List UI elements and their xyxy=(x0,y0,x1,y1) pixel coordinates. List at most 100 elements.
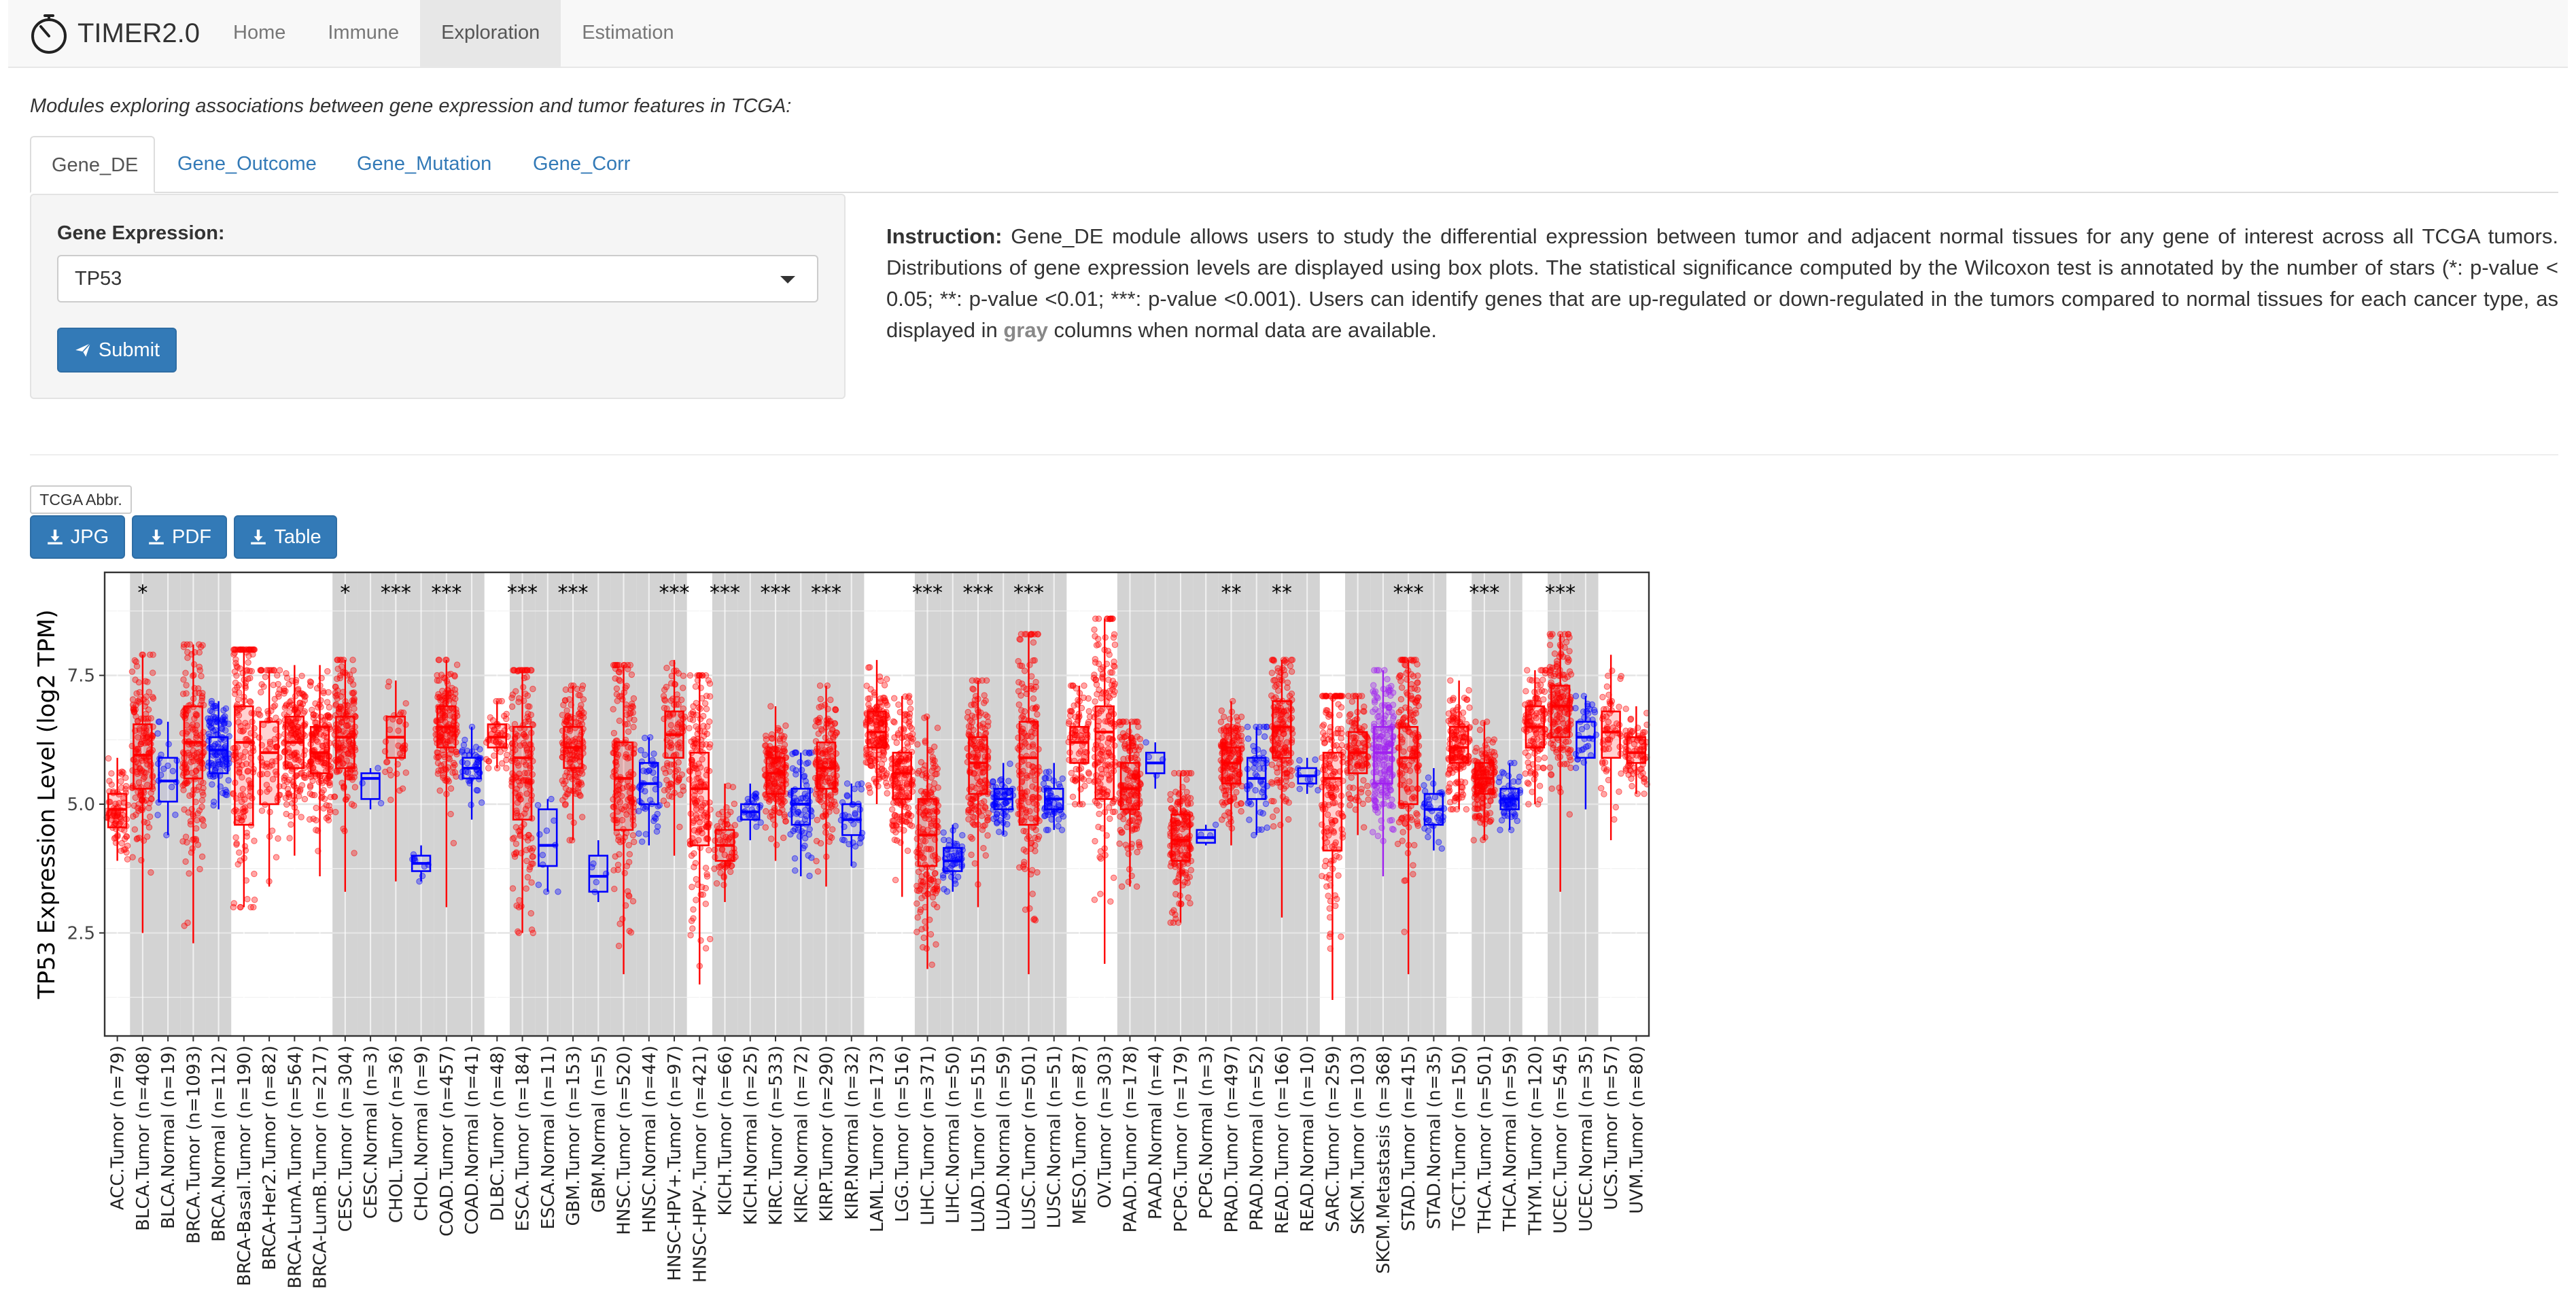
data-point xyxy=(225,777,232,784)
data-point xyxy=(693,712,700,719)
data-point xyxy=(994,819,1000,826)
download-table-button[interactable]: Table xyxy=(234,515,337,559)
box xyxy=(613,741,634,831)
nav-home[interactable]: Home xyxy=(233,22,286,44)
data-point xyxy=(767,743,773,750)
tab-gene-de[interactable]: Gene_DE xyxy=(30,136,155,193)
submit-button[interactable]: Submit xyxy=(57,328,177,373)
data-point xyxy=(559,712,566,719)
data-point xyxy=(867,789,873,796)
x-tick-label: CESC.Tumor (n=304) xyxy=(336,1045,356,1232)
download-pdf-button[interactable]: PDF xyxy=(132,515,227,559)
data-point xyxy=(1072,801,1079,808)
data-point xyxy=(288,821,294,828)
data-point xyxy=(182,858,189,865)
data-point xyxy=(112,800,119,808)
data-point xyxy=(967,717,974,724)
data-point xyxy=(1040,780,1047,787)
nav-exploration[interactable]: Exploration xyxy=(420,0,561,67)
data-point xyxy=(251,870,258,878)
data-point xyxy=(444,687,451,693)
data-point xyxy=(851,785,858,793)
data-point xyxy=(1091,626,1098,634)
data-point xyxy=(280,782,288,790)
data-point xyxy=(560,702,567,708)
data-point xyxy=(771,807,778,814)
data-point xyxy=(508,694,515,702)
data-point xyxy=(1091,672,1098,678)
box xyxy=(816,741,837,790)
data-point xyxy=(1015,701,1023,708)
data-point xyxy=(282,795,290,801)
data-point xyxy=(932,763,939,769)
x-tick-label: CHOL.Normal (n=9) xyxy=(412,1045,432,1221)
expression-boxplot: ACC.Tumor (n=79)*BLCA.Tumor (n=408) BLCA.… xyxy=(33,571,1650,1289)
brand[interactable]: TIMER2.0 xyxy=(27,10,200,57)
data-point xyxy=(1118,829,1125,836)
data-point xyxy=(690,915,697,922)
data-point xyxy=(312,712,319,719)
data-point xyxy=(575,710,582,718)
data-point xyxy=(198,803,205,810)
box xyxy=(892,751,912,800)
data-point xyxy=(1173,878,1181,885)
data-point xyxy=(1073,685,1079,692)
data-point xyxy=(140,696,147,703)
nav-estimation[interactable]: Estimation xyxy=(582,22,674,44)
data-point xyxy=(638,747,644,754)
data-point xyxy=(577,705,584,712)
x-tick-label: OV.Tumor (n=303) xyxy=(1095,1045,1115,1208)
tab-gene-mutation[interactable]: Gene_Mutation xyxy=(357,153,492,175)
app-title: TIMER2.0 xyxy=(77,18,201,48)
data-point xyxy=(636,830,642,837)
download-jpg-button[interactable]: JPG xyxy=(30,515,125,559)
data-point xyxy=(195,783,203,791)
tab-gene-outcome[interactable]: Gene_Outcome xyxy=(177,153,317,175)
data-point xyxy=(933,941,939,948)
x-tick-label: LIHC.Tumor (n=371) xyxy=(918,1045,938,1226)
data-point xyxy=(434,749,441,757)
data-point xyxy=(1167,796,1174,803)
gene-select[interactable]: TP53 xyxy=(57,255,818,302)
data-point xyxy=(762,824,769,831)
download-icon xyxy=(149,530,164,544)
data-point xyxy=(959,832,966,839)
data-point xyxy=(135,734,141,741)
data-point xyxy=(147,651,154,658)
data-point xyxy=(623,682,630,689)
data-point xyxy=(447,810,454,818)
send-icon xyxy=(75,343,91,357)
data-point xyxy=(984,814,991,821)
x-tick-label: LUSC.Tumor (n=501) xyxy=(1019,1045,1039,1230)
data-point xyxy=(816,682,824,689)
tcga-abbr-button[interactable]: TCGA Abbr. xyxy=(30,485,132,514)
nav-immune[interactable]: Immune xyxy=(328,22,400,44)
tab-gene-corr[interactable]: Gene_Corr xyxy=(533,153,631,175)
data-point xyxy=(434,770,442,777)
data-point xyxy=(965,816,972,823)
data-point xyxy=(250,646,258,653)
data-point xyxy=(968,851,975,859)
data-point xyxy=(702,945,710,952)
data-point xyxy=(200,822,207,829)
data-point xyxy=(578,716,585,724)
data-point xyxy=(327,809,334,816)
data-point xyxy=(890,827,897,833)
data-point xyxy=(969,835,976,842)
data-point xyxy=(627,929,635,936)
data-point xyxy=(382,768,389,776)
data-point xyxy=(764,750,771,757)
data-point xyxy=(615,942,623,950)
data-point xyxy=(1041,775,1048,782)
data-point xyxy=(124,842,131,849)
data-point xyxy=(332,809,339,816)
data-point xyxy=(1126,728,1132,735)
x-tick-label: BRCA-LumA.Tumor (n=564) xyxy=(285,1045,305,1289)
data-point xyxy=(528,835,535,842)
data-point xyxy=(688,710,695,717)
data-point xyxy=(436,787,443,794)
data-point xyxy=(135,679,143,686)
data-point xyxy=(208,697,215,705)
data-point xyxy=(493,697,500,705)
data-point xyxy=(1133,883,1141,890)
